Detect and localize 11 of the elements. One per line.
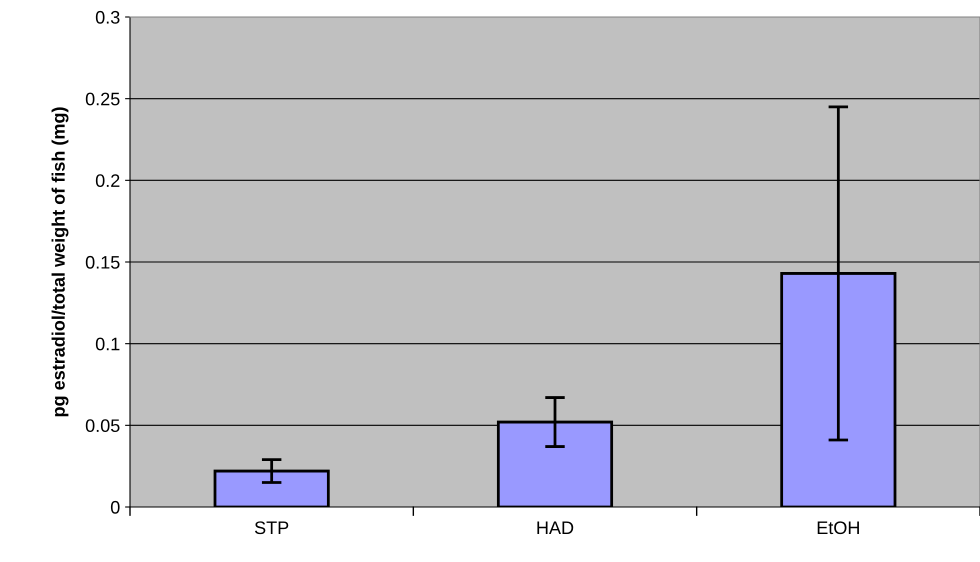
y-tick-label: 0.1 — [96, 338, 120, 350]
y-axis-title: pg estradiol/total weight of fish (mg) — [52, 107, 68, 416]
x-tick-label: EtOH — [818, 521, 859, 534]
y-tick-label: 0.2 — [96, 174, 120, 188]
y-tick-label: 0.05 — [86, 419, 120, 432]
y-tick-label: 0.3 — [96, 10, 120, 24]
y-tick-label: 0.15 — [86, 256, 120, 269]
x-tick-label: HAD — [537, 522, 574, 534]
y-tick-label: 0.25 — [86, 92, 120, 106]
y-tick-label: 0 — [110, 500, 120, 514]
x-tick-label: STP — [254, 521, 288, 534]
